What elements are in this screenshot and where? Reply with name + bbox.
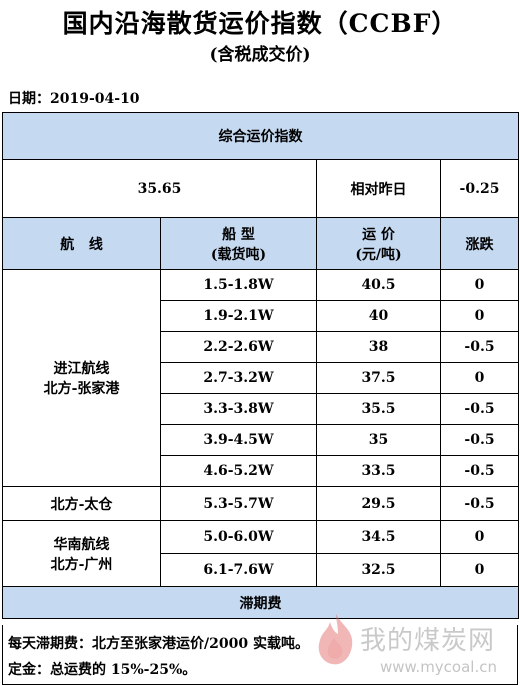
- demurrage-notes: [2, 625, 518, 685]
- ship-type-cell: 4.6-5.2W: [160, 455, 317, 487]
- price-cell: 33.5: [316, 455, 441, 487]
- ship-type-cell: 6.1-7.6W: [160, 553, 317, 587]
- table-row: 进江航线 北方-张家港 1.5-1.8W 40.5 0: [2, 269, 519, 487]
- composite-index-change: -0.25: [440, 159, 519, 218]
- column-header-row: 航 线 船 型 (载货吨) 运 价 (元/吨) 涨跌: [2, 217, 519, 270]
- ship-type-cell: 1.5-1.8W: [160, 269, 317, 301]
- ship-type-cell: 1.9-2.1W: [160, 300, 317, 332]
- change-cell: -0.5: [440, 455, 519, 487]
- ship-type-cell: 5.0-6.0W: [160, 520, 317, 554]
- change-cell: 0: [440, 520, 519, 554]
- page-subtitle: (含税成交价): [209, 45, 311, 65]
- change-cell: -0.5: [440, 393, 519, 425]
- ship-type-cell: 5.3-5.7W: [160, 486, 317, 521]
- change-cell: -0.5: [440, 424, 519, 456]
- change-cell: 0: [440, 362, 519, 394]
- ship-type-cell: 3.9-4.5W: [160, 424, 317, 456]
- route-cell: 进江航线 北方-张家港: [2, 269, 161, 487]
- change-vs-yesterday-label: 相对昨日: [316, 159, 441, 218]
- composite-index-value: 35.65: [2, 159, 317, 218]
- price-cell: 35: [316, 424, 441, 456]
- table-row: 北方-太仓 5.3-5.7W 29.5 -0.5: [2, 486, 519, 521]
- table-row: 4.6-5.2W 33.5 -0.5: [3, 455, 519, 487]
- price-cell: 38: [316, 331, 441, 363]
- change-cell: 0: [440, 269, 519, 301]
- col-route: 航 线: [2, 217, 161, 270]
- ship-type-cell: 3.3-3.8W: [160, 393, 317, 425]
- page-title: 国内沿海散货运价指数（CCBF）: [62, 9, 458, 38]
- table-row: 2.7-3.2W 37.5 0: [3, 362, 519, 394]
- price-cell: 34.5: [316, 520, 441, 554]
- demurrage-fee-note: 每天滞期费：北方至张家港运价/2000 实载吨。: [8, 636, 309, 652]
- ship-type-cell: 2.2-2.6W: [160, 331, 317, 363]
- ship-type-cell: 2.7-3.2W: [160, 362, 317, 394]
- table-row: 1.9-2.1W 40 0: [3, 300, 519, 332]
- table-row: 6.1-7.6W 32.5 0: [3, 553, 519, 587]
- price-cell: 29.5: [316, 486, 441, 521]
- col-ship-type: 船 型 (载货吨): [160, 217, 317, 270]
- composite-index-heading: 综合运价指数: [2, 112, 519, 160]
- change-cell: -0.5: [440, 486, 519, 521]
- change-cell: -0.5: [440, 331, 519, 363]
- route-cell: 北方-太仓: [2, 486, 161, 521]
- change-cell: 0: [440, 300, 519, 332]
- price-cell: 35.5: [316, 393, 441, 425]
- price-cell: 40: [316, 300, 441, 332]
- deposit-note: 定金：总运费的 15%-25%。: [8, 662, 197, 678]
- freight-index-table: 综合运价指数 35.65 相对昨日 -0.25 航 线 船 型 (载货吨) 运 价…: [2, 112, 519, 619]
- change-cell: 0: [440, 553, 519, 587]
- price-cell: 37.5: [316, 362, 441, 394]
- col-price: 运 价 (元/吨): [316, 217, 441, 270]
- price-cell: 32.5: [316, 553, 441, 587]
- col-change: 涨跌: [440, 217, 519, 270]
- route-cell: 华南航线 北方-广州: [2, 520, 161, 587]
- table-row: 华南航线 北方-广州 5.0-6.0W 34.5 0: [2, 520, 519, 587]
- demurrage-heading: 滞期费: [2, 586, 519, 619]
- report-date: 日期：2019-04-10: [8, 91, 140, 107]
- price-cell: 40.5: [316, 269, 441, 301]
- table-row: 3.3-3.8W 35.5 -0.5: [3, 393, 519, 425]
